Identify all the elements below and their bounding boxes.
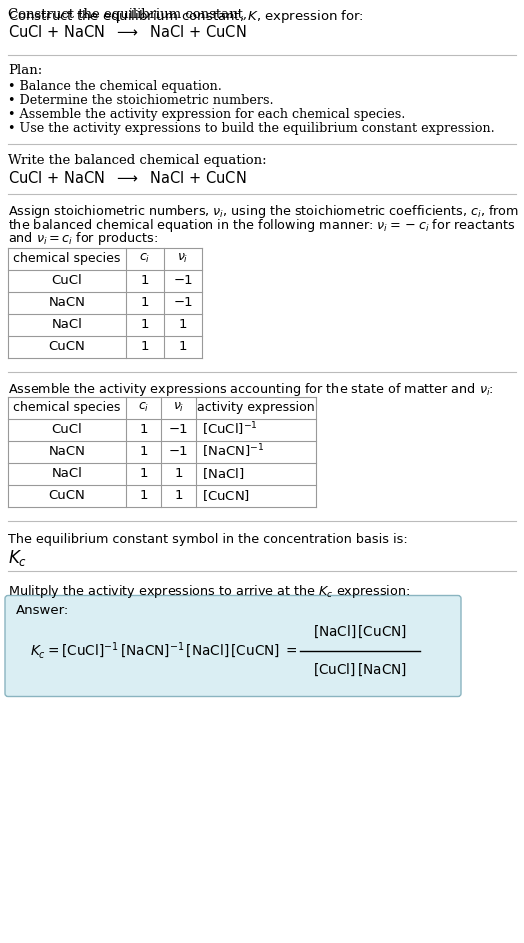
Text: CuCN: CuCN [49, 340, 85, 353]
Text: CuCl: CuCl [52, 274, 82, 287]
Text: CuCl: CuCl [52, 423, 82, 436]
Text: activity expression: activity expression [197, 401, 315, 414]
FancyBboxPatch shape [5, 595, 461, 697]
Text: chemical species: chemical species [13, 252, 121, 265]
Text: −1: −1 [169, 423, 188, 436]
Text: and $\nu_i = c_i$ for products:: and $\nu_i = c_i$ for products: [8, 230, 158, 247]
Text: $K_c$: $K_c$ [8, 549, 27, 569]
Text: Assign stoichiometric numbers, $\nu_i$, using the stoichiometric coefficients, $: Assign stoichiometric numbers, $\nu_i$, … [8, 203, 519, 220]
Text: NaCN: NaCN [49, 445, 85, 458]
Text: $[\mathrm{CuCl}]\,[\mathrm{NaCN}]$: $[\mathrm{CuCl}]\,[\mathrm{NaCN}]$ [313, 661, 407, 678]
Text: CuCl + NaCN  $\longrightarrow$  NaCl + CuCN: CuCl + NaCN $\longrightarrow$ NaCl + CuC… [8, 170, 246, 186]
Text: Plan:: Plan: [8, 64, 42, 77]
Text: 1: 1 [141, 296, 149, 309]
Text: −1: −1 [169, 445, 188, 458]
Text: $[\mathrm{NaCN}]^{-1}$: $[\mathrm{NaCN}]^{-1}$ [202, 442, 265, 460]
Text: • Balance the chemical equation.: • Balance the chemical equation. [8, 80, 222, 93]
Text: chemical species: chemical species [13, 401, 121, 414]
Text: CuCl + NaCN  $\longrightarrow$  NaCl + CuCN: CuCl + NaCN $\longrightarrow$ NaCl + CuC… [8, 24, 246, 40]
Text: 1: 1 [141, 318, 149, 331]
Text: 1: 1 [179, 318, 187, 331]
Text: Construct the equilibrium constant, $K$, expression for:: Construct the equilibrium constant, $K$,… [8, 8, 364, 25]
Text: • Assemble the activity expression for each chemical species.: • Assemble the activity expression for e… [8, 108, 406, 121]
Text: Construct the equilibrium constant,: Construct the equilibrium constant, [8, 8, 251, 21]
Text: • Use the activity expressions to build the equilibrium constant expression.: • Use the activity expressions to build … [8, 122, 495, 135]
Text: Write the balanced chemical equation:: Write the balanced chemical equation: [8, 154, 267, 167]
Text: $\nu_i$: $\nu_i$ [177, 252, 189, 265]
Text: $[\mathrm{NaCl}]\,[\mathrm{CuCN}]$: $[\mathrm{NaCl}]\,[\mathrm{CuCN}]$ [313, 623, 407, 639]
Text: Answer:: Answer: [16, 604, 69, 618]
Text: NaCN: NaCN [49, 296, 85, 309]
Text: The equilibrium constant symbol in the concentration basis is:: The equilibrium constant symbol in the c… [8, 533, 408, 545]
Text: 1: 1 [141, 340, 149, 353]
Text: 1: 1 [174, 467, 183, 480]
Text: $c_i$: $c_i$ [138, 401, 149, 414]
Text: 1: 1 [139, 489, 148, 502]
Text: $[\mathrm{CuCN}]$: $[\mathrm{CuCN}]$ [202, 488, 250, 503]
Text: Mulitply the activity expressions to arrive at the $K_c$ expression:: Mulitply the activity expressions to arr… [8, 583, 410, 600]
Text: 1: 1 [141, 274, 149, 287]
Text: CuCN: CuCN [49, 489, 85, 502]
Text: 1: 1 [174, 489, 183, 502]
Text: Assemble the activity expressions accounting for the state of matter and $\nu_i$: Assemble the activity expressions accoun… [8, 382, 494, 399]
Text: 1: 1 [179, 340, 187, 353]
Text: $[\mathrm{NaCl}]$: $[\mathrm{NaCl}]$ [202, 466, 244, 481]
Text: NaCl: NaCl [51, 318, 82, 331]
Text: −1: −1 [173, 274, 193, 287]
Text: $\nu_i$: $\nu_i$ [173, 401, 184, 414]
Text: NaCl: NaCl [51, 467, 82, 480]
Text: $[\mathrm{CuCl}]^{-1}$: $[\mathrm{CuCl}]^{-1}$ [202, 421, 258, 438]
Text: 1: 1 [139, 423, 148, 436]
Text: 1: 1 [139, 467, 148, 480]
Text: the balanced chemical equation in the following manner: $\nu_i = -c_i$ for react: the balanced chemical equation in the fo… [8, 217, 516, 234]
Text: 1: 1 [139, 445, 148, 458]
Text: $K_c = [\mathrm{CuCl}]^{-1}\,[\mathrm{NaCN}]^{-1}\,[\mathrm{NaCl}]\,[\mathrm{CuC: $K_c = [\mathrm{CuCl}]^{-1}\,[\mathrm{Na… [30, 640, 298, 661]
Text: −1: −1 [173, 296, 193, 309]
Text: $c_i$: $c_i$ [139, 252, 150, 265]
Text: • Determine the stoichiometric numbers.: • Determine the stoichiometric numbers. [8, 94, 274, 107]
